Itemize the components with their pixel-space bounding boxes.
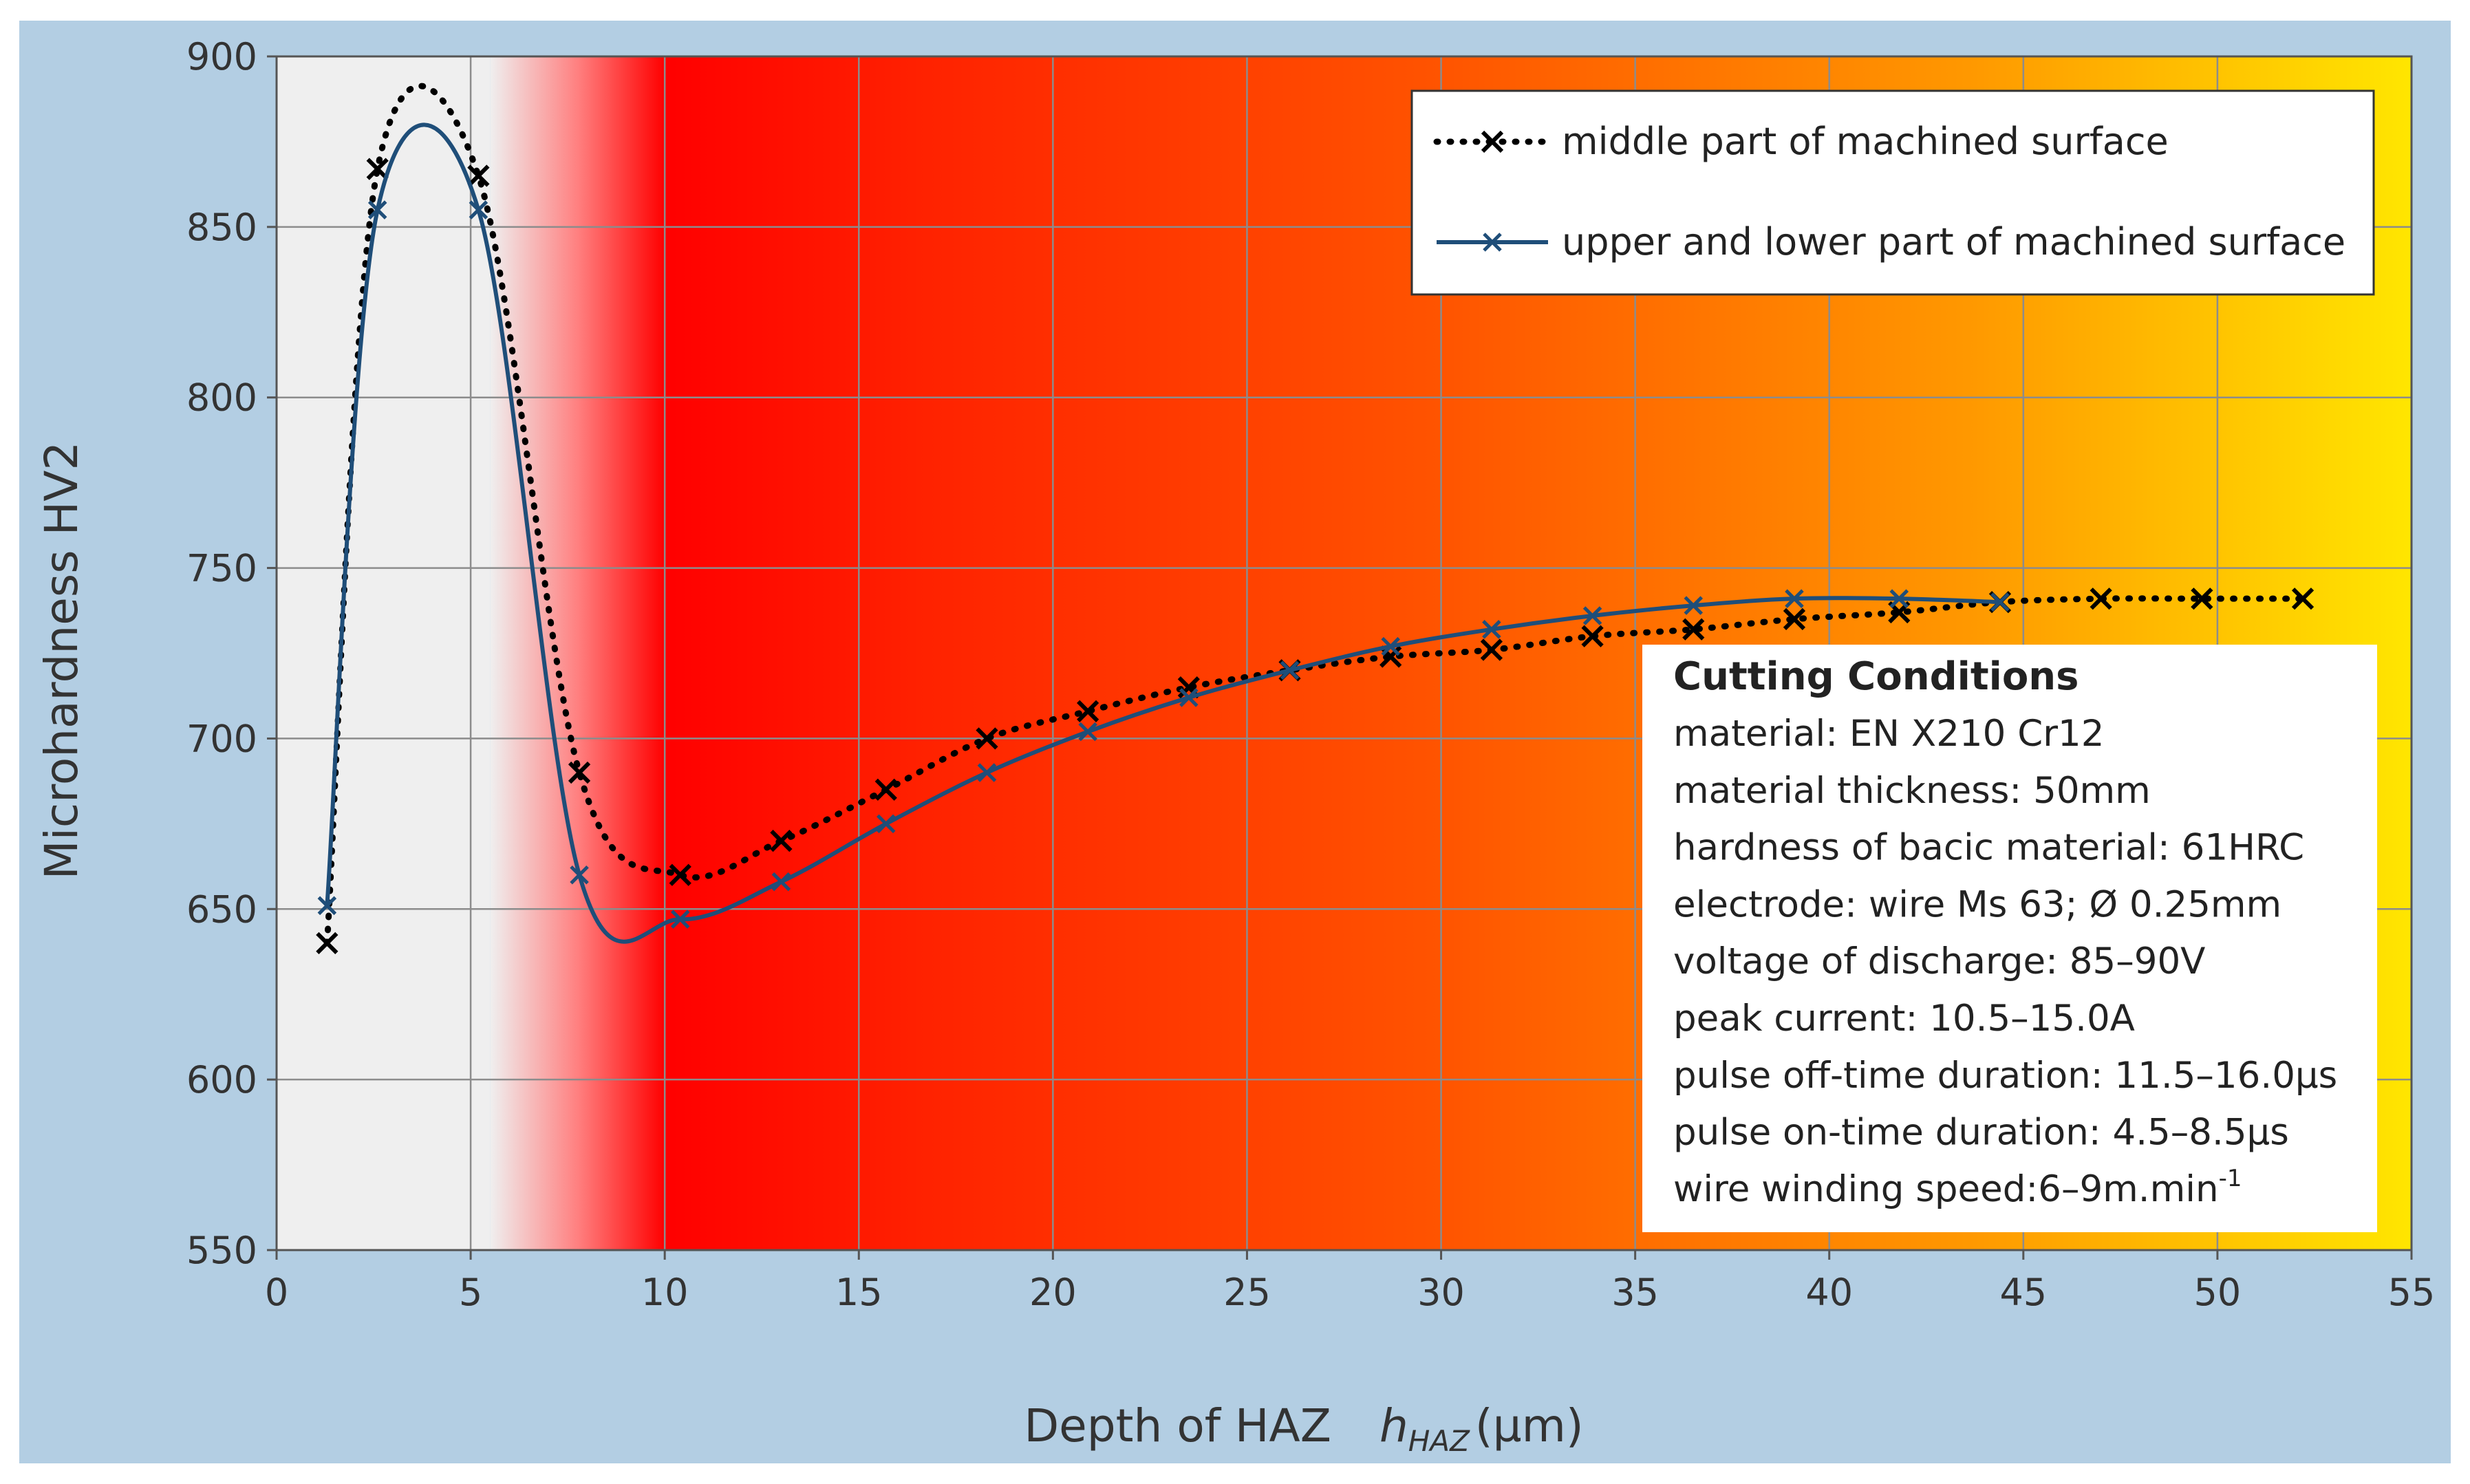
- x-tick-label: 20: [1029, 1271, 1077, 1314]
- data-point: [669, 863, 691, 886]
- x-axis-unit: (µm): [1475, 1399, 1584, 1452]
- data-point: [976, 727, 998, 750]
- data-point: [874, 778, 897, 801]
- data-point: [1581, 625, 1604, 647]
- cutting-conditions: Cutting Conditions material: EN X210 Cr1…: [1642, 645, 2377, 1232]
- x-tick-label: 0: [265, 1271, 288, 1314]
- data-point: [670, 910, 690, 929]
- legend-marker-solid: [1483, 233, 1502, 252]
- condition-line: material: EN X210 Cr12: [1673, 713, 2104, 755]
- condition-line: material thickness: 50mm: [1673, 770, 2151, 812]
- conditions-lines: material: EN X210 Cr12 material thickness…: [1673, 713, 2337, 1154]
- x-tick-label: 35: [1611, 1271, 1659, 1314]
- legend-label-middle: middle part of machined surface: [1562, 120, 2169, 163]
- data-point: [1684, 596, 1704, 615]
- condition-line: pulse off-time duration: 11.5–16.0µs: [1673, 1055, 2337, 1097]
- condition-line: peak current: 10.5–15.0A: [1673, 998, 2135, 1040]
- data-point: [469, 200, 488, 219]
- x-axis-subscript: HAZ: [1408, 1424, 1470, 1458]
- data-point: [1379, 645, 1402, 668]
- series-line: [323, 83, 2306, 947]
- y-axis-title: Microhardness HV2: [35, 442, 88, 880]
- y-axis-ticks: 550 600 650 700 750 800 850 900: [186, 35, 277, 1272]
- series-upper-lower: [317, 122, 2010, 944]
- data-point: [1179, 688, 1199, 707]
- data-point: [1582, 606, 1602, 625]
- x-axis-symbol: h: [1379, 1399, 1408, 1452]
- legend-item-middle: middle part of machined surface: [1433, 120, 2169, 163]
- x-tick-label: 30: [1417, 1271, 1465, 1314]
- data-point: [467, 164, 490, 187]
- data-point: [2291, 588, 2315, 610]
- data-point: [1480, 638, 1503, 661]
- x-tick-label: 10: [641, 1271, 689, 1314]
- y-tick-label: 750: [186, 547, 257, 590]
- series-layer: [316, 83, 2315, 954]
- data-point: [1990, 592, 2010, 612]
- condition-line: hardness of bacic material: 61HRC: [1673, 827, 2304, 869]
- series-line: [325, 122, 2001, 944]
- conditions-title: Cutting Conditions: [1673, 654, 2079, 699]
- legend-box: [1410, 89, 2375, 296]
- data-point: [770, 830, 793, 852]
- data-point: [771, 872, 791, 892]
- data-point: [2090, 588, 2112, 610]
- data-point: [316, 932, 339, 954]
- condition-line: voltage of discharge: 85–90V: [1673, 940, 2205, 982]
- x-axis-ticks: 0 5 10 15 20 25 30 35 40 45 50 55: [265, 1250, 2436, 1314]
- data-point: [1682, 618, 1705, 641]
- y-tick-label: 800: [186, 376, 257, 420]
- data-point: [1077, 700, 1099, 722]
- legend-marker-dotted: [1481, 130, 1504, 153]
- data-point: [1482, 620, 1501, 639]
- x-axis-title: Depth of HAZ hHAZ (µm): [1024, 1399, 1583, 1458]
- condition-line: pulse on-time duration: 4.5–8.5µs: [1673, 1112, 2289, 1154]
- x-tick-label: 40: [1805, 1271, 1853, 1314]
- condition-line-wire-speed: wire winding speed:6–9m.min-1: [1673, 1165, 2242, 1210]
- background-zone-base: [277, 56, 491, 1250]
- data-point: [977, 763, 997, 782]
- conditions-box: [1642, 645, 2377, 1232]
- data-point: [876, 814, 896, 834]
- x-tick-label: 55: [2388, 1271, 2436, 1314]
- data-point: [2191, 588, 2213, 610]
- data-point: [1783, 607, 1806, 631]
- y-tick-label: 700: [186, 717, 257, 760]
- x-tick-label: 25: [1223, 1271, 1271, 1314]
- y-tick-label: 850: [186, 206, 257, 249]
- x-tick-label: 50: [2194, 1271, 2242, 1314]
- condition-wire-speed-exponent: -1: [2219, 1165, 2242, 1192]
- plot-border: [275, 55, 2413, 1251]
- data-point: [1381, 636, 1400, 656]
- y-tick-label: 600: [186, 1058, 257, 1101]
- legend: middle part of machined surface upper an…: [1410, 89, 2375, 296]
- legend-item-upper-lower: upper and lower part of machined surface: [1437, 220, 2345, 264]
- data-point: [366, 158, 389, 180]
- y-tick-label: 550: [186, 1229, 257, 1272]
- x-tick-label: 45: [1999, 1271, 2047, 1314]
- data-point: [1078, 722, 1097, 742]
- background-zone-transition: [490, 56, 665, 1250]
- legend-label-upper-lower: upper and lower part of machined surface: [1562, 220, 2345, 264]
- data-point: [317, 896, 337, 916]
- y-tick-label: 900: [186, 35, 257, 78]
- x-tick-label: 15: [835, 1271, 883, 1314]
- data-point: [367, 200, 387, 219]
- x-axis-title-text: Depth of HAZ: [1024, 1399, 1331, 1452]
- y-tick-label: 650: [186, 888, 257, 931]
- data-point: [568, 761, 591, 784]
- series-middle: [316, 83, 2315, 954]
- data-point: [1889, 589, 1909, 608]
- condition-wire-speed-base: wire winding speed:6–9m.min: [1673, 1168, 2219, 1210]
- condition-line: electrode: wire Ms 63; Ø 0.25mm: [1673, 883, 2281, 925]
- data-point: [1280, 660, 1300, 680]
- data-point: [1785, 589, 1804, 608]
- data-point: [570, 865, 589, 885]
- x-tick-label: 5: [459, 1271, 482, 1314]
